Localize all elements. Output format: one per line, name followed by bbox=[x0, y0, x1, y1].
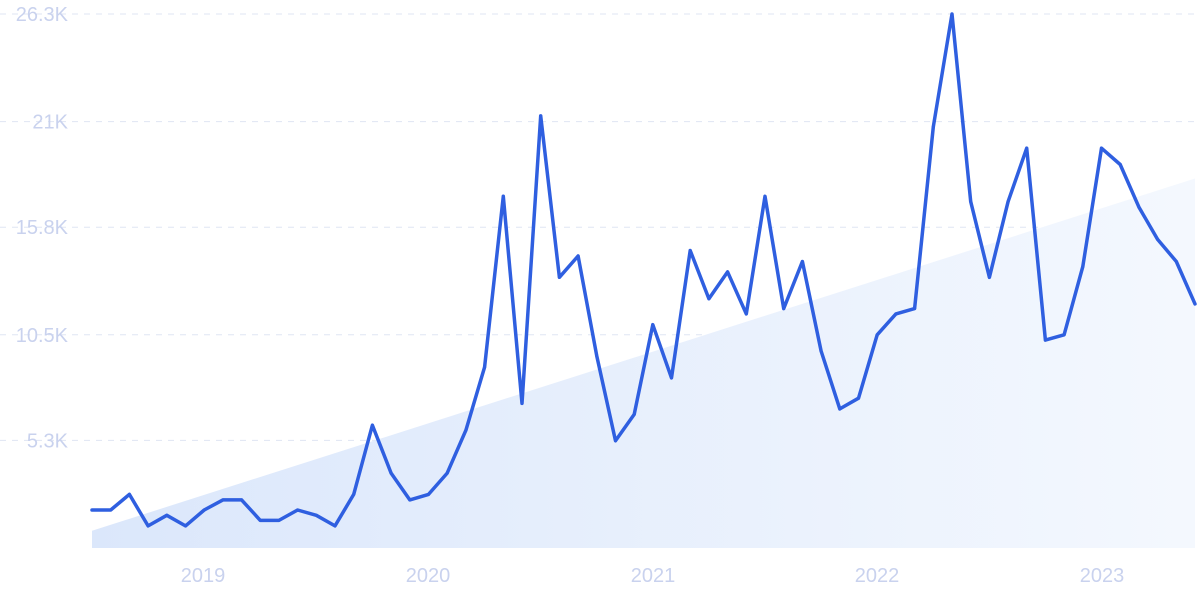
data-point bbox=[90, 508, 94, 512]
x-tick-label: 2021 bbox=[631, 565, 676, 587]
data-point bbox=[557, 275, 561, 279]
x-tick-label: 2023 bbox=[1080, 565, 1125, 587]
data-point bbox=[408, 498, 412, 502]
data-point bbox=[1193, 302, 1197, 306]
data-point bbox=[539, 114, 543, 118]
data-point bbox=[651, 323, 655, 327]
data-point bbox=[221, 498, 225, 502]
x-tick-label: 2022 bbox=[855, 565, 900, 587]
data-point bbox=[614, 439, 617, 443]
data-point bbox=[595, 354, 599, 358]
data-point bbox=[277, 518, 281, 522]
data-point bbox=[1025, 146, 1029, 150]
y-tick-label: 26.3K bbox=[16, 4, 69, 26]
data-point bbox=[1043, 338, 1047, 342]
data-point bbox=[127, 492, 131, 496]
data-point bbox=[146, 524, 150, 528]
x-tick-label: 2020 bbox=[406, 565, 451, 587]
data-point bbox=[352, 492, 356, 496]
series-line bbox=[90, 12, 1197, 528]
data-point bbox=[1174, 260, 1178, 263]
data-point bbox=[464, 428, 468, 432]
data-point bbox=[857, 396, 860, 400]
data-point bbox=[165, 513, 169, 517]
y-tick-label: 21K bbox=[32, 112, 68, 134]
data-point bbox=[1118, 163, 1122, 166]
data-point bbox=[370, 423, 374, 427]
data-point bbox=[969, 200, 973, 204]
data-point bbox=[875, 333, 879, 337]
data-point bbox=[987, 275, 991, 279]
data-point bbox=[109, 508, 113, 512]
data-point bbox=[688, 249, 692, 252]
data-point bbox=[838, 407, 842, 411]
data-point bbox=[483, 365, 487, 369]
data-point bbox=[1137, 205, 1141, 209]
data-point bbox=[800, 260, 804, 263]
y-axis-ticks: 5.3K 10.5K 15.8K 21K 26.3K bbox=[16, 4, 69, 452]
data-point bbox=[427, 492, 430, 496]
data-point bbox=[632, 412, 636, 416]
data-point bbox=[1062, 333, 1066, 337]
data-point bbox=[1156, 237, 1160, 241]
data-point bbox=[1081, 265, 1085, 269]
data-point bbox=[1100, 146, 1103, 150]
data-point bbox=[184, 524, 187, 528]
y-tick-label: 10.5K bbox=[16, 325, 69, 347]
data-point bbox=[520, 401, 524, 405]
y-tick-label: 15.8K bbox=[16, 217, 69, 239]
data-point bbox=[1006, 200, 1010, 204]
data-point bbox=[819, 349, 823, 353]
x-axis-ticks: 2019 2020 2021 2022 2023 bbox=[181, 565, 1125, 587]
data-point bbox=[333, 524, 337, 528]
data-point bbox=[726, 270, 730, 274]
data-points bbox=[90, 12, 1197, 528]
data-point bbox=[782, 307, 786, 311]
data-point bbox=[913, 307, 917, 311]
data-point bbox=[314, 513, 318, 517]
data-point bbox=[931, 125, 935, 129]
data-point bbox=[501, 194, 505, 198]
x-tick-label: 2019 bbox=[181, 565, 226, 587]
data-point bbox=[763, 194, 767, 198]
y-tick-label: 5.3K bbox=[27, 430, 69, 452]
data-point bbox=[707, 297, 711, 301]
data-point bbox=[445, 471, 449, 475]
data-point bbox=[576, 254, 580, 258]
data-point bbox=[202, 508, 206, 512]
data-point bbox=[240, 498, 244, 502]
data-point bbox=[744, 312, 748, 316]
data-point bbox=[950, 12, 954, 16]
data-point bbox=[670, 376, 673, 380]
data-point bbox=[389, 471, 393, 475]
data-point bbox=[258, 518, 262, 522]
data-point bbox=[894, 312, 898, 316]
data-point bbox=[296, 508, 300, 512]
